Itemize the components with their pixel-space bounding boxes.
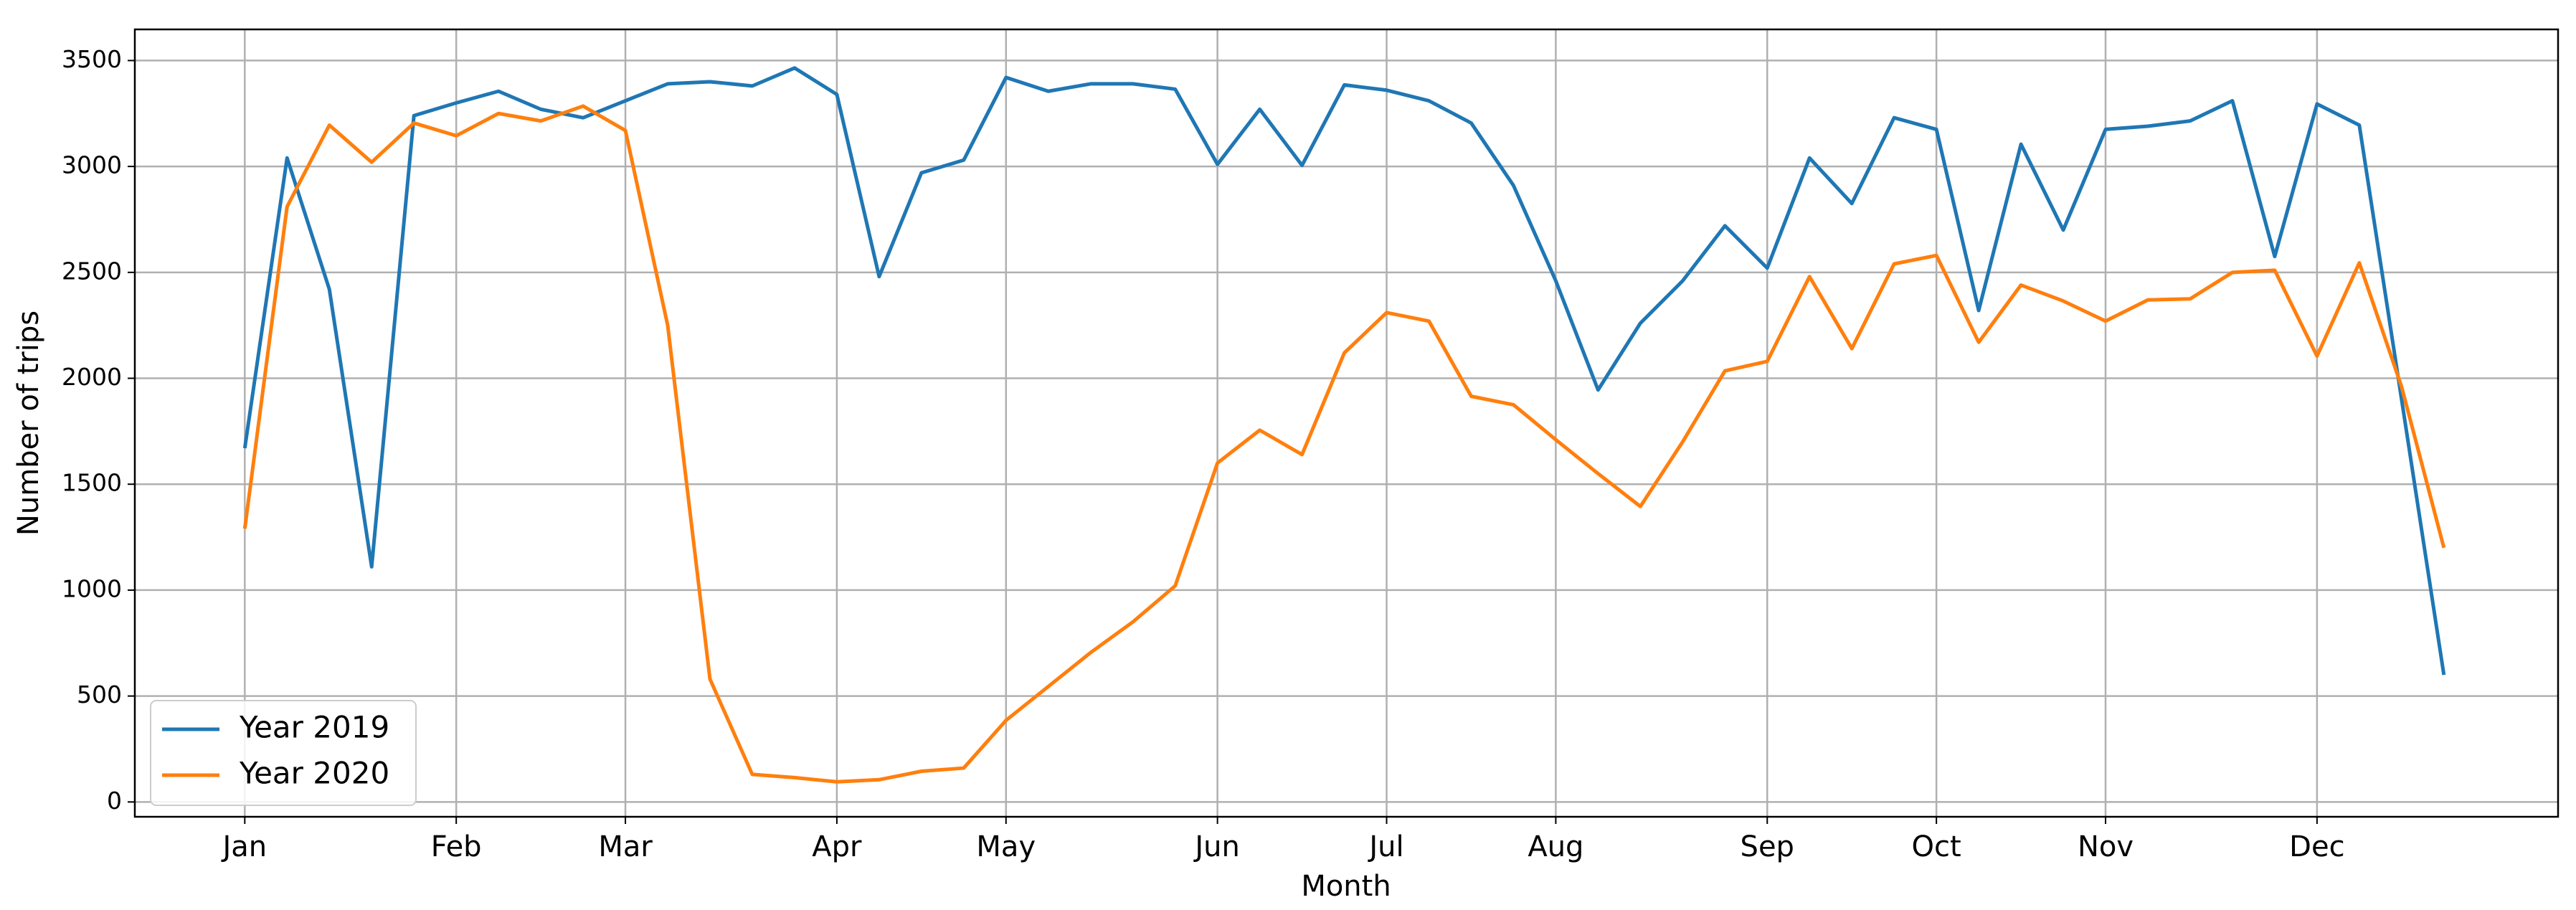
y-tick-label: 2000 — [62, 363, 122, 391]
y-tick-label: 1500 — [62, 469, 122, 497]
x-tick-label: Oct — [1912, 830, 1961, 863]
legend-label: Year 2019 — [239, 710, 389, 745]
x-tick-label: Jul — [1367, 830, 1403, 863]
x-tick-label: May — [976, 830, 1036, 863]
series-line — [242, 104, 2446, 784]
y-tick-label: 2500 — [62, 257, 122, 285]
plot-frame — [133, 28, 2560, 818]
x-axis-label: Month — [1301, 870, 1391, 903]
y-tick-label: 3500 — [62, 45, 122, 73]
x-tick-label: Apr — [812, 830, 862, 863]
x-tick-label: Aug — [1528, 830, 1583, 863]
y-tick-label: 500 — [77, 681, 122, 708]
legend-label: Year 2020 — [239, 756, 389, 791]
x-tick-label: Jan — [220, 830, 267, 863]
series-line — [242, 66, 2446, 676]
x-tick-label: Sep — [1741, 830, 1794, 863]
y-axis-label: Number of trips — [12, 311, 45, 536]
y-tick-label: 3000 — [62, 151, 122, 179]
y-tick-label: 1000 — [62, 574, 122, 602]
x-tick-label: Feb — [431, 830, 482, 863]
x-tick-label: Nov — [2078, 830, 2134, 863]
x-tick-label: Dec — [2289, 830, 2344, 863]
legend: Year 2019 Year 2020 — [150, 700, 417, 806]
x-tick-label: Jun — [1193, 830, 1240, 863]
y-tick-label: 0 — [107, 787, 122, 815]
x-tick-label: Mar — [598, 830, 653, 863]
legend-box — [150, 700, 417, 806]
